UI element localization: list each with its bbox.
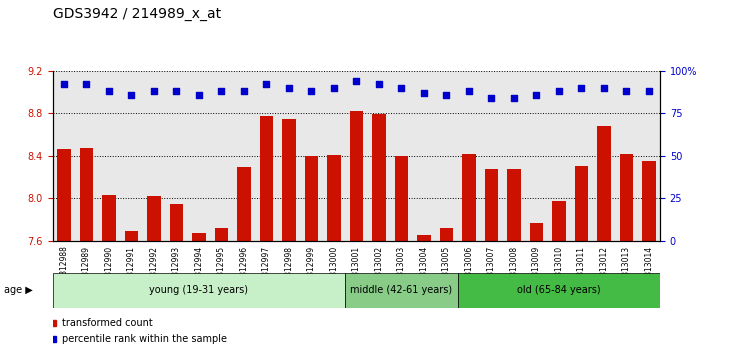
Point — [395, 85, 407, 91]
Point — [148, 88, 160, 94]
Point — [508, 95, 520, 101]
Bar — [417, 235, 430, 354]
Text: middle (42-61 years): middle (42-61 years) — [350, 285, 452, 295]
Text: old (65-84 years): old (65-84 years) — [517, 285, 601, 295]
Point — [575, 85, 587, 91]
Point — [643, 88, 655, 94]
Bar — [484, 169, 498, 354]
Bar — [260, 116, 273, 354]
Point — [485, 95, 497, 101]
Bar — [214, 228, 228, 354]
Bar — [597, 126, 610, 354]
Point — [80, 81, 92, 87]
Point — [58, 81, 70, 87]
Bar — [574, 166, 588, 354]
Text: GDS3942 / 214989_x_at: GDS3942 / 214989_x_at — [53, 7, 220, 21]
Bar — [282, 119, 296, 354]
Point — [328, 85, 340, 91]
Bar — [440, 228, 453, 354]
Bar — [57, 149, 70, 354]
Bar — [507, 169, 520, 354]
Point — [283, 85, 295, 91]
Point — [440, 92, 452, 97]
Point — [305, 88, 317, 94]
Text: percentile rank within the sample: percentile rank within the sample — [62, 334, 226, 344]
FancyBboxPatch shape — [345, 273, 458, 308]
Bar — [552, 201, 566, 354]
Bar — [80, 148, 93, 354]
Bar — [170, 204, 183, 354]
Bar — [350, 111, 363, 354]
Bar — [147, 196, 160, 354]
Point — [418, 90, 430, 96]
Bar — [124, 231, 138, 354]
Point — [260, 81, 272, 87]
Point — [598, 85, 610, 91]
Point — [553, 88, 565, 94]
Point — [373, 81, 385, 87]
Bar — [237, 167, 250, 354]
Bar — [192, 233, 206, 354]
Text: age ▶: age ▶ — [4, 285, 32, 295]
Point — [463, 88, 475, 94]
Text: young (19-31 years): young (19-31 years) — [149, 285, 248, 295]
FancyBboxPatch shape — [458, 273, 660, 308]
Bar — [372, 114, 386, 354]
Point — [103, 88, 115, 94]
Point — [193, 92, 205, 97]
Bar — [394, 156, 408, 354]
Bar — [327, 155, 340, 354]
Point — [238, 88, 250, 94]
Bar — [620, 154, 633, 354]
Text: transformed count: transformed count — [62, 318, 152, 328]
Bar — [530, 223, 543, 354]
Point — [170, 88, 182, 94]
FancyBboxPatch shape — [53, 273, 345, 308]
Bar — [642, 161, 656, 354]
Bar — [102, 195, 116, 354]
Point — [350, 78, 362, 84]
Bar — [462, 154, 476, 354]
Point — [215, 88, 227, 94]
Point — [620, 88, 632, 94]
Point — [530, 92, 542, 97]
Bar — [304, 156, 318, 354]
Point — [125, 92, 137, 97]
